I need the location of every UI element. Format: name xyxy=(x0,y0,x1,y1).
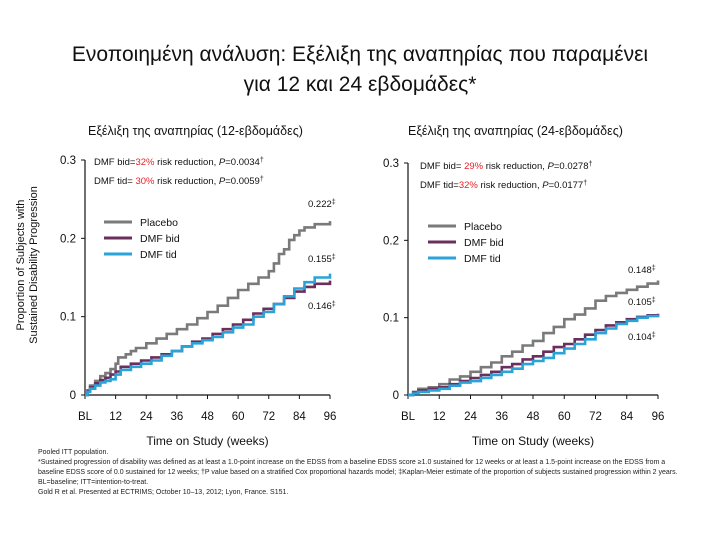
x-tick-label: 48 xyxy=(527,411,540,423)
x-tick-label: 60 xyxy=(232,411,245,423)
y-tick-label: 0.1 xyxy=(60,312,76,324)
y-tick-label: 0 xyxy=(393,390,399,402)
series-line-dmf-tid xyxy=(85,273,332,397)
series-line-dmf-bid xyxy=(85,280,332,397)
chart-1: 0 0.1 0.2 0.3 BL 12 24 36 48 60 72 84 96 Time on Stud… xyxy=(60,155,336,448)
legend-label: DMF tid xyxy=(140,249,177,261)
x-tick-label: 36 xyxy=(170,411,183,423)
footnote-1: Pooled ITT population. xyxy=(38,449,109,456)
left-chart-title: Εξέλιξη της αναπηρίας (12-εβδομάδες) xyxy=(88,124,303,138)
risk-reduction-annotation: DMF tid= 30% risk reduction, P=0.0059† xyxy=(94,176,264,187)
x-tick-label: 84 xyxy=(293,411,306,423)
footnote-3: BL=baseline; ITT=intention-to-treat. xyxy=(38,479,149,486)
x-tick-label: BL xyxy=(78,411,93,423)
legend-label: DMF tid xyxy=(464,253,501,265)
x-tick-label: 36 xyxy=(495,411,508,423)
series-line-dmf-bid xyxy=(408,313,660,397)
x-tick-label: 48 xyxy=(201,411,214,423)
slide-title: Ενοποιημένη ανάλυση: Εξέλιξη της αναπηρί… xyxy=(20,40,700,100)
end-value-label: 0.104‡ xyxy=(628,332,656,343)
slide-title-line-2: για 12 και 24 εβδομάδες* xyxy=(243,73,477,96)
y-tick-label: 0 xyxy=(70,390,76,402)
chart-2: 0 0.1 0.2 0.3 BL 12 24 36 48 60 72 84 96 Time on Stud… xyxy=(383,158,664,448)
footnotes: Pooled ITT population. *Sustained progre… xyxy=(38,448,678,498)
end-value-label: 0.148‡ xyxy=(628,265,656,276)
legend-label: Placebo xyxy=(464,221,502,233)
series-line-dmf-tid xyxy=(408,314,660,397)
x-tick-label: 12 xyxy=(433,411,446,423)
legend-label: DMF bid xyxy=(140,233,180,245)
series-line-placebo xyxy=(85,221,332,397)
right-chart-title: Εξέλιξη της αναπηρίας (24-εβδομάδες) xyxy=(408,124,623,138)
footnote-2: *Sustained progression of disability was… xyxy=(38,459,678,476)
y-tick-label: 0.3 xyxy=(60,155,76,167)
footnote-4: Gold R et al. Presented at ECTRIMS; Octo… xyxy=(38,489,289,496)
end-value-label: 0.155‡ xyxy=(308,254,336,265)
y-tick-label: 0.3 xyxy=(383,158,399,170)
x-tick-label: 60 xyxy=(558,411,571,423)
x-tick-label: 72 xyxy=(589,411,602,423)
end-value-label: 0.105‡ xyxy=(628,297,656,308)
y-tick-label: 0.2 xyxy=(60,233,76,245)
end-value-label: 0.222‡ xyxy=(308,199,336,210)
legend-label: Placebo xyxy=(140,217,178,229)
legend-label: DMF bid xyxy=(464,237,504,249)
risk-reduction-annotation: DMF bid= 29% risk reduction, P=0.0278† xyxy=(420,161,592,172)
x-tick-label: 12 xyxy=(109,411,122,423)
slide-title-line-1: Ενοποιημένη ανάλυση: Εξέλιξη της αναπηρί… xyxy=(71,43,649,66)
series-line-placebo xyxy=(408,280,660,397)
x-tick-label: BL xyxy=(401,411,416,423)
x-axis-label: Time on Study (weeks) xyxy=(472,434,594,448)
risk-reduction-annotation: DMF tid=32% risk reduction, P=0.0177† xyxy=(420,180,587,191)
y-tick-label: 0.1 xyxy=(383,313,399,325)
x-tick-label: 24 xyxy=(140,411,153,423)
y-tick-label: 0.2 xyxy=(383,235,399,247)
x-axis-label: Time on Study (weeks) xyxy=(146,434,268,448)
x-tick-label: 96 xyxy=(652,411,665,423)
x-tick-label: 24 xyxy=(464,411,477,423)
x-tick-label: 84 xyxy=(620,411,633,423)
x-tick-label: 72 xyxy=(262,411,275,423)
x-tick-label: 96 xyxy=(324,411,337,423)
risk-reduction-annotation: DMF bid=32% risk reduction, P=0.0034† xyxy=(94,157,264,168)
end-value-label: 0.146‡ xyxy=(308,301,336,312)
